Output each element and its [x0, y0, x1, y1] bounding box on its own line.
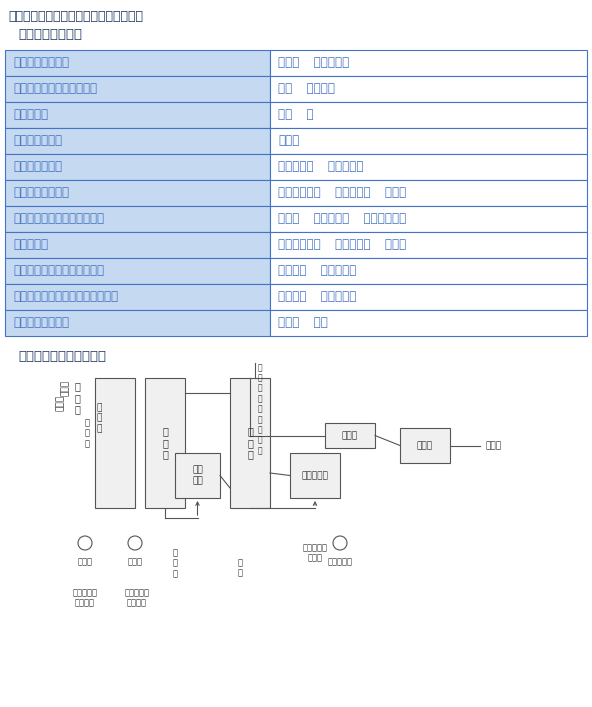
Text: １０  ｖｏｌ％: １０ ｖｏｌ％ — [278, 83, 335, 95]
Text: ９８％  以上: ９８％ 以上 — [278, 317, 328, 329]
FancyBboxPatch shape — [270, 310, 587, 336]
Text: アンモニア
含有ガス: アンモニア 含有ガス — [124, 588, 150, 607]
Text: 【有害排ガス処理設備】: 【有害排ガス処理設備】 — [18, 350, 106, 363]
Circle shape — [333, 536, 347, 550]
Text: 原ガス温度: 原ガス温度 — [13, 108, 48, 122]
FancyBboxPatch shape — [270, 180, 587, 206]
Text: 排
ガ
ス: 排 ガ ス — [96, 403, 102, 433]
Bar — [325, 423, 375, 448]
FancyBboxPatch shape — [270, 206, 587, 232]
Bar — [400, 428, 450, 463]
FancyBboxPatch shape — [5, 76, 270, 102]
Text: ポンプ: ポンプ — [78, 557, 92, 566]
Text: 吸収水: 吸収水 — [60, 380, 69, 396]
Text: 循環ポンプ: 循環ポンプ — [327, 557, 352, 566]
Bar — [95, 378, 135, 508]
FancyBboxPatch shape — [270, 128, 587, 154]
Text: リボイラー: リボイラー — [301, 471, 329, 480]
Text: 【運転データ例】: 【運転データ例】 — [18, 28, 82, 41]
Text: 水溶性低沸点成分を含む排ガス処理設備: 水溶性低沸点成分を含む排ガス処理設備 — [8, 10, 143, 23]
Text: ４５０  ｋｇ／Ｈｒ  ０．４Ｍｐａ: ４５０ ｋｇ／Ｈｒ ０．４Ｍｐａ — [278, 213, 406, 226]
Text: 排
水: 排 水 — [237, 558, 243, 578]
Text: ５，０００  ｋｇ／Ｈｒ: ５，０００ ｋｇ／Ｈｒ — [278, 160, 363, 173]
Text: ポンプ: ポンプ — [127, 557, 143, 566]
Text: アンモニア回収率: アンモニア回収率 — [13, 317, 69, 329]
Text: 吸収水: 吸収水 — [56, 395, 65, 411]
Text: 排
ガ
ス: 排 ガ ス — [85, 418, 90, 448]
Text: 熱交
換機: 熱交 換機 — [192, 466, 203, 485]
Text: リボイラー
スチム: リボイラー スチム — [303, 543, 327, 562]
Text: 原ガス中のアンモニア濃度: 原ガス中のアンモニア濃度 — [13, 83, 97, 95]
Text: 吸
収
塔: 吸 収 塔 — [162, 426, 168, 460]
Circle shape — [78, 536, 92, 550]
Text: 吸
収
水: 吸 収 水 — [74, 381, 80, 414]
FancyBboxPatch shape — [5, 128, 270, 154]
Text: 放散塔低排水中のアンモニア濃度: 放散塔低排水中のアンモニア濃度 — [13, 291, 118, 303]
FancyBboxPatch shape — [270, 50, 587, 76]
Text: 流量計: 流量計 — [342, 431, 358, 440]
Text: 放
散
塔: 放 散 塔 — [247, 426, 253, 460]
Text: 放散塔頂アンモニアガス濃度: 放散塔頂アンモニアガス濃度 — [13, 264, 104, 278]
Bar — [145, 378, 185, 508]
FancyBboxPatch shape — [270, 102, 587, 128]
Text: 冷却器用水: 冷却器用水 — [13, 238, 48, 252]
Text: 放散塔リボイラー用スチーム: 放散塔リボイラー用スチーム — [13, 213, 104, 226]
FancyBboxPatch shape — [5, 206, 270, 232]
Bar — [230, 378, 270, 508]
Text: 吸収塔操作圧力: 吸収塔操作圧力 — [13, 134, 62, 148]
FancyBboxPatch shape — [5, 180, 270, 206]
FancyBboxPatch shape — [270, 284, 587, 310]
FancyBboxPatch shape — [5, 310, 270, 336]
FancyBboxPatch shape — [5, 50, 270, 76]
Text: 冷却水: 冷却水 — [485, 441, 501, 450]
Text: ２００  Ｋｇ／Ｈｒ: ２００ Ｋｇ／Ｈｒ — [278, 57, 349, 69]
FancyBboxPatch shape — [5, 102, 270, 128]
FancyBboxPatch shape — [5, 154, 270, 180]
FancyBboxPatch shape — [5, 232, 270, 258]
FancyBboxPatch shape — [270, 154, 587, 180]
FancyBboxPatch shape — [270, 76, 587, 102]
Text: 吸収塔用冷却水: 吸収塔用冷却水 — [13, 160, 62, 173]
FancyBboxPatch shape — [270, 258, 587, 284]
Text: １０，０００  ｋｇ／Ｈｒ  ３０℃: １０，０００ ｋｇ／Ｈｒ ３０℃ — [278, 238, 406, 252]
Text: 冷
却
水: 冷 却 水 — [172, 548, 178, 578]
FancyBboxPatch shape — [5, 258, 270, 284]
Text: 濃
縮
ア
ン
モ
ニ
ア
ガ
ス: 濃 縮 ア ン モ ニ ア ガ ス — [258, 363, 263, 455]
Text: ４０  ℃: ４０ ℃ — [278, 108, 314, 122]
Bar — [175, 453, 220, 498]
Text: ９９．９  ｗｔ％以上: ９９．９ ｗｔ％以上 — [278, 264, 356, 278]
Text: 大気圧: 大気圧 — [278, 134, 300, 148]
Text: 冷却器: 冷却器 — [417, 441, 433, 450]
Text: 濡れ壁部用冷却水: 濡れ壁部用冷却水 — [13, 187, 69, 199]
FancyBboxPatch shape — [270, 232, 587, 258]
Text: アンモニア回収量: アンモニア回収量 — [13, 57, 69, 69]
Text: １５，０００  ｋｇ／ｈｒ  ３０℃: １５，０００ ｋｇ／ｈｒ ３０℃ — [278, 187, 406, 199]
Text: アンモニア
含有ガス: アンモニア 含有ガス — [72, 588, 98, 607]
FancyBboxPatch shape — [5, 284, 270, 310]
Circle shape — [128, 536, 142, 550]
Text: ０．０１  ｗｔ％以下: ０．０１ ｗｔ％以下 — [278, 291, 356, 303]
Bar — [290, 453, 340, 498]
